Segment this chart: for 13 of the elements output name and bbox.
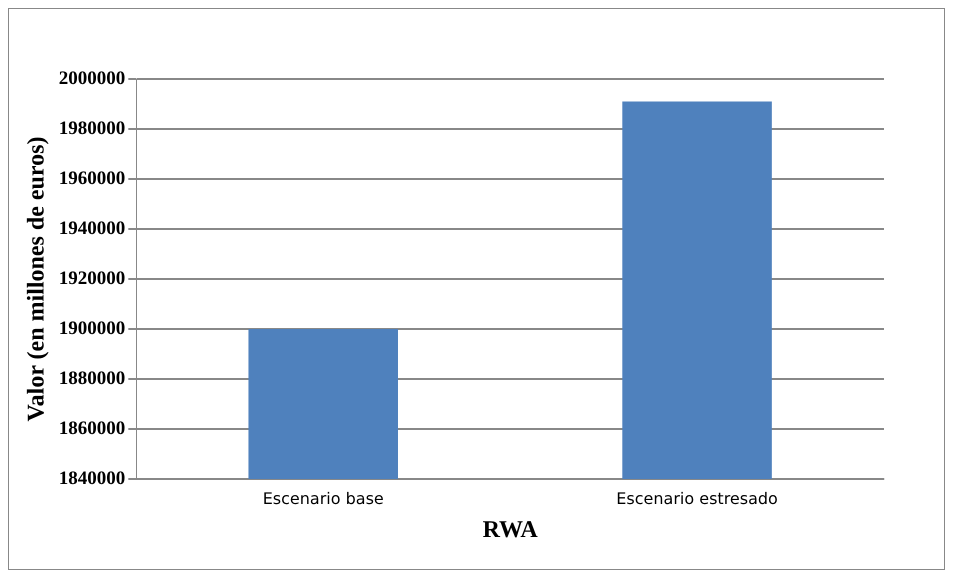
y-tick-label: 1940000 [58,218,126,239]
y-tick-label: 2000000 [58,68,126,89]
y-tick-label: 1960000 [58,168,126,189]
y-axis-title: Valor (en millones de euros) [24,136,50,422]
x-axis-title: RWA [482,516,538,543]
x-tick-label: Escenario base [262,488,384,508]
y-tick-label: 1980000 [58,118,126,139]
y-tick-label: 1920000 [58,268,126,289]
y-tick-label: 1840000 [58,468,126,489]
y-tick-label: 1900000 [58,318,126,339]
y-tick-label: 1860000 [58,418,126,439]
x-tick-label: Escenario estresado [616,488,778,508]
y-tick-label: 1880000 [58,368,126,389]
